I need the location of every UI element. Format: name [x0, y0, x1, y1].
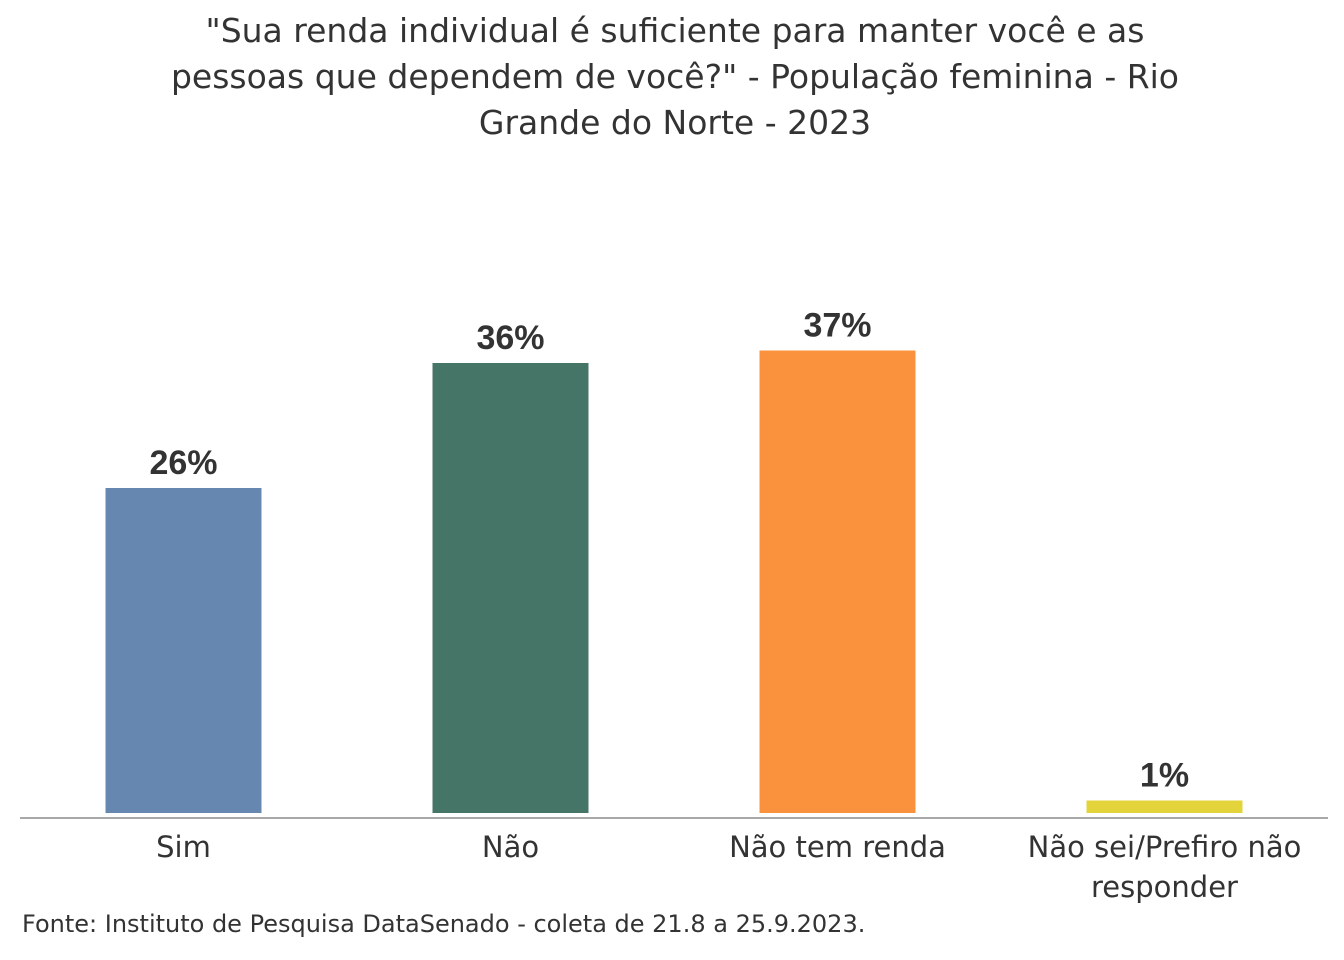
data-label: 26%	[149, 444, 217, 482]
data-label: 1%	[1140, 757, 1189, 795]
x-tick-label: Não sei/Prefiro não	[1028, 830, 1302, 864]
bar	[432, 363, 589, 813]
x-tick-label: Sim	[156, 830, 211, 864]
chart-title: "Sua renda individual é suficiente para …	[130, 8, 1220, 146]
x-tick-label: responder	[1091, 870, 1238, 904]
chart-title-line: "Sua renda individual é suficiente para …	[205, 11, 1145, 50]
x-tick-label: Não	[482, 830, 539, 864]
data-label: 37%	[803, 307, 871, 345]
bar	[105, 488, 262, 813]
source-note: Fonte: Instituto de Pesquisa DataSenado …	[22, 910, 866, 938]
chart-title-line: pessoas que dependem de você?" - Populaç…	[170, 57, 1179, 96]
bar	[1086, 800, 1243, 813]
x-tick-label: Não tem renda	[729, 830, 946, 864]
chart-title-line: Grande do Norte - 2023	[478, 103, 872, 142]
bar	[759, 350, 916, 813]
data-label: 36%	[476, 319, 544, 357]
